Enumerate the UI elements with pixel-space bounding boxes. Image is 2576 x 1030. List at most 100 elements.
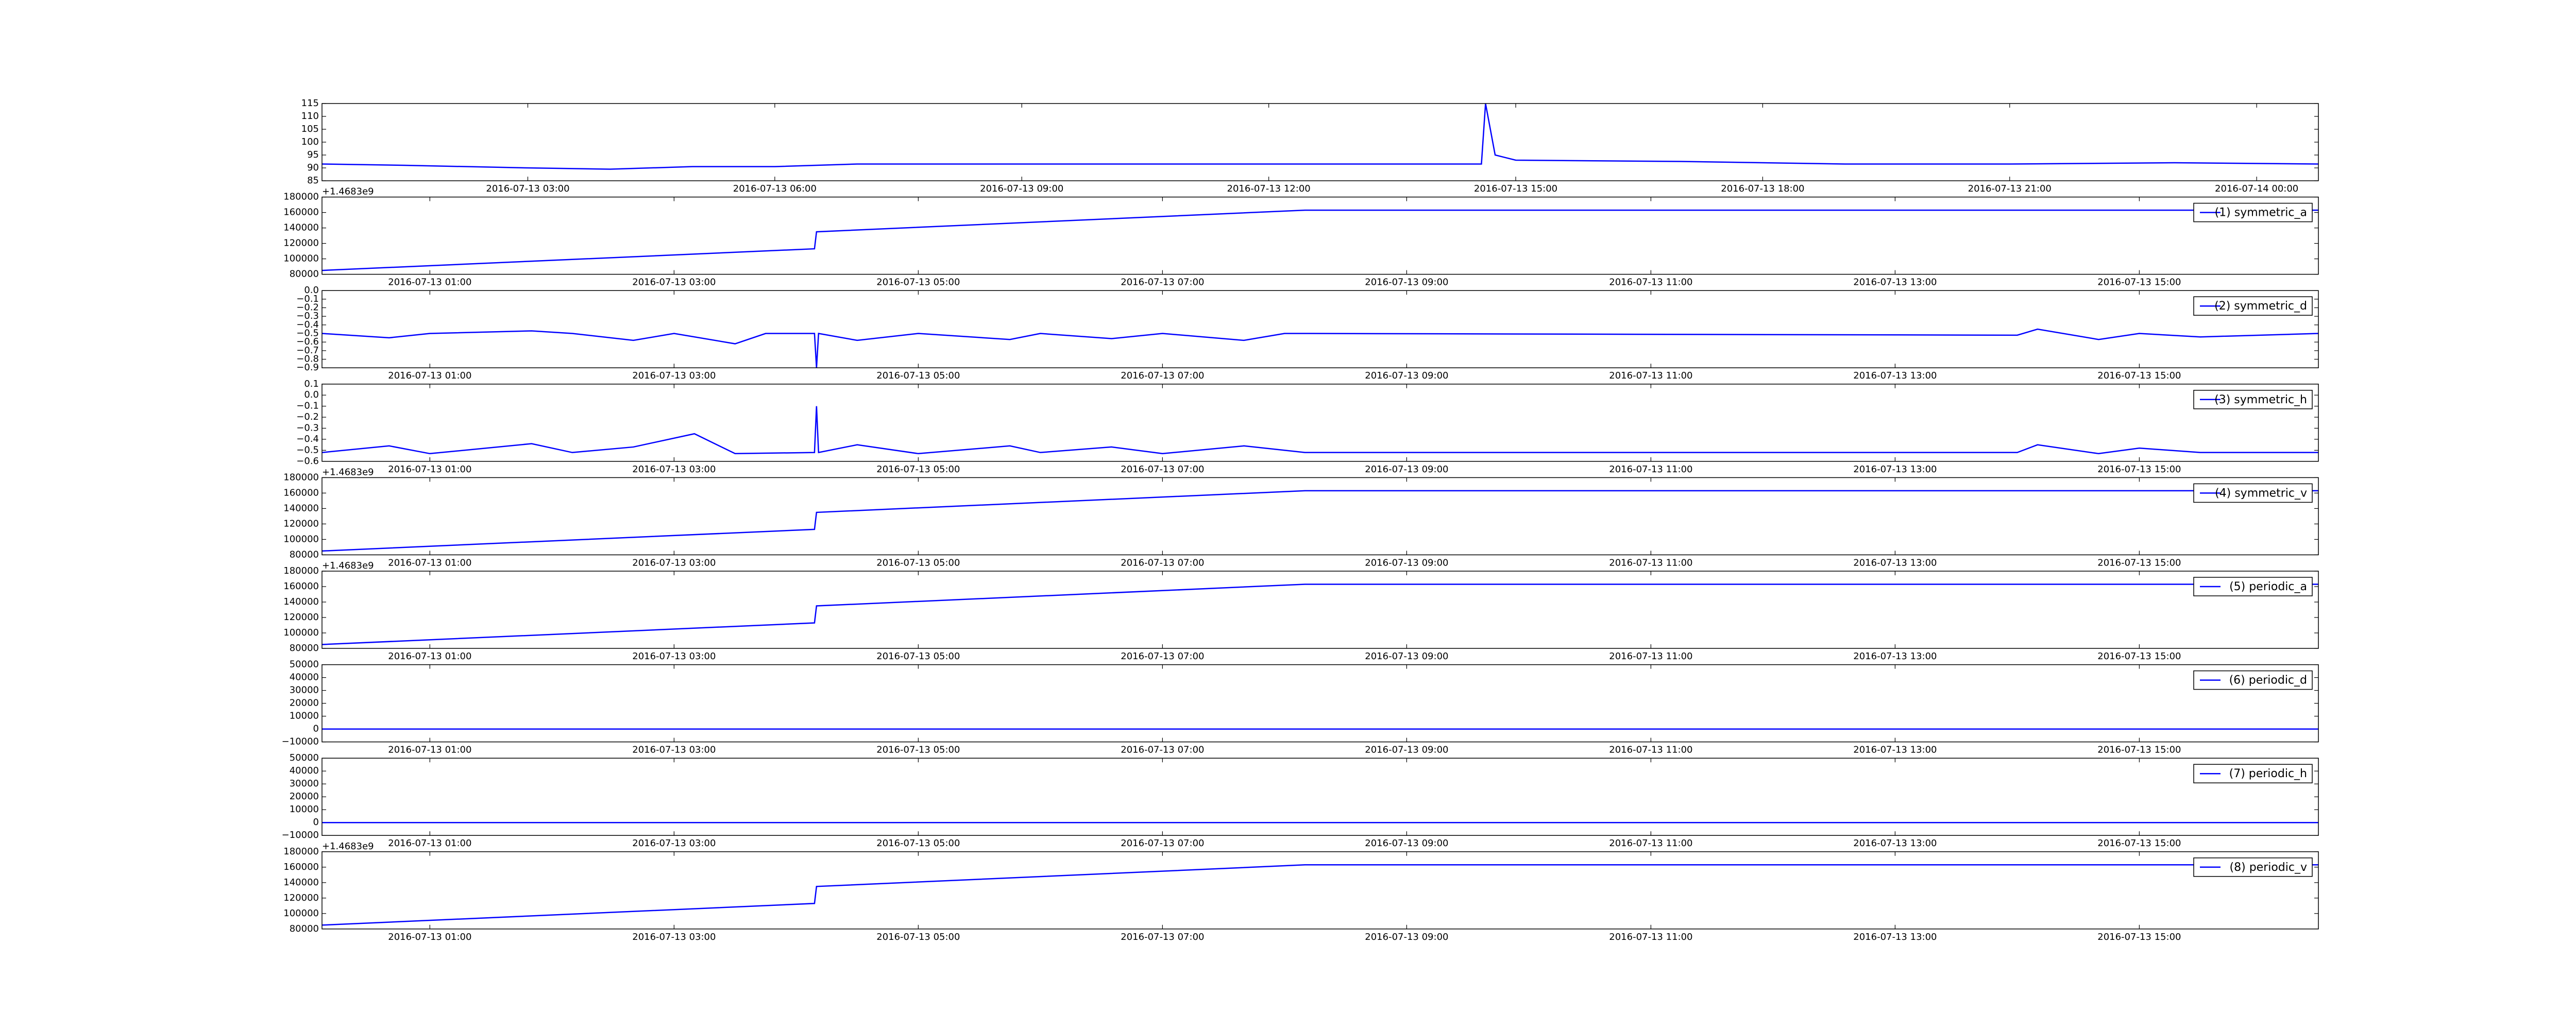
x-tick-label: 2016-07-13 05:00 bbox=[876, 464, 960, 475]
x-tick-label: 2016-07-13 01:00 bbox=[388, 932, 471, 942]
x-tick-label: 2016-07-13 15:00 bbox=[2097, 651, 2181, 662]
y-tick-label: 140000 bbox=[283, 222, 319, 233]
x-tick-label: 2016-07-13 09:00 bbox=[1365, 745, 1448, 756]
y-tick-label: 115 bbox=[301, 98, 319, 109]
x-tick-label: 2016-07-13 12:00 bbox=[1227, 183, 1311, 194]
y-tick-label: −0.3 bbox=[296, 423, 319, 434]
x-tick-label: 2016-07-13 03:00 bbox=[632, 932, 716, 942]
x-tick-label: 2016-07-13 15:00 bbox=[2097, 838, 2181, 849]
x-tick-label: 2016-07-13 13:00 bbox=[1853, 464, 1937, 475]
x-tick-label: 2016-07-13 01:00 bbox=[388, 370, 471, 381]
x-tick-label: 2016-07-13 01:00 bbox=[388, 838, 471, 849]
y-tick-label: 10000 bbox=[290, 804, 319, 815]
y-tick-label: −0.4 bbox=[296, 319, 319, 330]
data-line bbox=[322, 490, 2318, 552]
panel: −10000 0 10000 20000 30000 40000 50000 2016-07-… bbox=[282, 659, 2319, 756]
data-line bbox=[322, 406, 2318, 455]
legend-label: (6) periodic_d bbox=[2229, 674, 2307, 687]
y-tick-label: −0.6 bbox=[296, 456, 319, 467]
panel: −10000 0 10000 20000 30000 40000 50000 2016-07-… bbox=[282, 752, 2319, 849]
x-tick-label: 2016-07-13 11:00 bbox=[1609, 370, 1692, 381]
x-tick-label: 2016-07-13 03:00 bbox=[632, 557, 716, 568]
y-tick-label: 140000 bbox=[283, 503, 319, 513]
x-tick-label: 2016-07-13 01:00 bbox=[388, 277, 471, 288]
y-tick-label: 100000 bbox=[283, 253, 319, 264]
x-tick-label: 2016-07-13 09:00 bbox=[1365, 277, 1448, 288]
y-tick-label: 80000 bbox=[290, 923, 319, 934]
x-tick-label: 2016-07-13 09:00 bbox=[1365, 464, 1448, 475]
x-tick-label: 2016-07-13 11:00 bbox=[1609, 745, 1692, 756]
data-line bbox=[322, 104, 2318, 170]
y-tick-label: −0.7 bbox=[296, 345, 319, 356]
x-tick-label: 2016-07-13 15:00 bbox=[2097, 277, 2181, 288]
x-tick-label: 2016-07-13 05:00 bbox=[876, 745, 960, 756]
x-tick-label: 2016-07-13 03:00 bbox=[632, 838, 716, 849]
offset-label: +1.4683e9 bbox=[322, 467, 374, 477]
x-tick-label: 2016-07-13 11:00 bbox=[1609, 651, 1692, 662]
x-tick-label: 2016-07-13 05:00 bbox=[876, 932, 960, 942]
axes-frame bbox=[321, 664, 2319, 743]
y-tick-label: 30000 bbox=[290, 685, 319, 696]
axes-frame bbox=[321, 571, 2319, 649]
panel: −0.9−0.8−0.7−0.6−0.5−0.4−0.3−0.2−0.10.0 2… bbox=[296, 285, 2319, 381]
axes-frame bbox=[321, 477, 2319, 556]
y-tick-label: 80000 bbox=[290, 643, 319, 654]
y-tick-label: 105 bbox=[301, 124, 319, 134]
x-tick-label: 2016-07-13 01:00 bbox=[388, 464, 471, 475]
y-tick-label: 90 bbox=[307, 162, 319, 173]
y-tick-label: 180000 bbox=[283, 472, 319, 483]
x-tick-label: 2016-07-13 13:00 bbox=[1853, 370, 1937, 381]
y-tick-label: 160000 bbox=[283, 581, 319, 592]
x-tick-label: 2016-07-14 00:00 bbox=[2215, 183, 2298, 194]
x-tick-label: 2016-07-13 11:00 bbox=[1609, 464, 1692, 475]
x-tick-label: 2016-07-13 07:00 bbox=[1121, 557, 1204, 568]
y-tick-label: 100 bbox=[301, 136, 319, 147]
axes-frame bbox=[321, 196, 2319, 275]
y-tick-label: 80000 bbox=[290, 549, 319, 560]
x-tick-label: 2016-07-13 15:00 bbox=[2097, 464, 2181, 475]
y-tick-label: 0 bbox=[313, 724, 319, 734]
y-tick-label: −10000 bbox=[282, 736, 319, 747]
axes-frame bbox=[321, 851, 2319, 930]
x-tick-label: 2016-07-13 09:00 bbox=[1365, 932, 1448, 942]
panel: 80000 100000 120000 140000 160000 180000 2016-… bbox=[283, 841, 2319, 942]
y-tick-label: −0.4 bbox=[296, 434, 319, 444]
y-tick-label: 100000 bbox=[283, 627, 319, 638]
x-tick-label: 2016-07-13 11:00 bbox=[1609, 277, 1692, 288]
x-tick-label: 2016-07-13 13:00 bbox=[1853, 557, 1937, 568]
y-tick-label: 40000 bbox=[290, 672, 319, 683]
legend-label: (1) symmetric_a bbox=[2215, 207, 2307, 219]
x-tick-label: 2016-07-13 07:00 bbox=[1121, 464, 1204, 475]
x-tick-label: 2016-07-13 03:00 bbox=[632, 370, 716, 381]
x-tick-label: 2016-07-13 13:00 bbox=[1853, 838, 1937, 849]
x-tick-label: 2016-07-13 09:00 bbox=[1365, 651, 1448, 662]
y-tick-label: 120000 bbox=[283, 518, 319, 529]
x-tick-label: 2016-07-13 09:00 bbox=[980, 183, 1063, 194]
x-tick-label: 2016-07-13 07:00 bbox=[1121, 838, 1204, 849]
y-tick-label: 95 bbox=[307, 149, 319, 160]
y-tick-label: 160000 bbox=[283, 487, 319, 498]
x-tick-label: 2016-07-13 05:00 bbox=[876, 557, 960, 568]
x-tick-label: 2016-07-13 15:00 bbox=[2097, 370, 2181, 381]
legend-label: (2) symmetric_d bbox=[2214, 300, 2307, 313]
legend-label: (7) periodic_h bbox=[2229, 767, 2307, 780]
y-tick-label: 0.1 bbox=[304, 379, 319, 389]
y-tick-label: 120000 bbox=[283, 612, 319, 623]
y-tick-label: −0.6 bbox=[296, 336, 319, 347]
y-tick-label: −0.1 bbox=[296, 294, 319, 304]
x-tick-label: 2016-07-13 05:00 bbox=[876, 838, 960, 849]
y-tick-label: −0.5 bbox=[296, 444, 319, 455]
x-tick-label: 2016-07-13 21:00 bbox=[1968, 183, 2052, 194]
y-tick-label: 0 bbox=[313, 817, 319, 828]
data-line bbox=[322, 583, 2318, 645]
data-line bbox=[322, 328, 2318, 368]
x-tick-label: 2016-07-13 03:00 bbox=[486, 183, 569, 194]
data-line bbox=[322, 209, 2318, 271]
y-tick-label: 140000 bbox=[283, 596, 319, 607]
x-tick-label: 2016-07-13 07:00 bbox=[1121, 651, 1204, 662]
legend-label: (3) symmetric_h bbox=[2214, 393, 2307, 406]
y-tick-label: 140000 bbox=[283, 877, 319, 888]
panel: 80000 100000 120000 140000 160000 180000 2016-… bbox=[283, 186, 2319, 288]
x-tick-label: 2016-07-13 01:00 bbox=[388, 651, 471, 662]
x-tick-label: 2016-07-13 11:00 bbox=[1609, 838, 1692, 849]
